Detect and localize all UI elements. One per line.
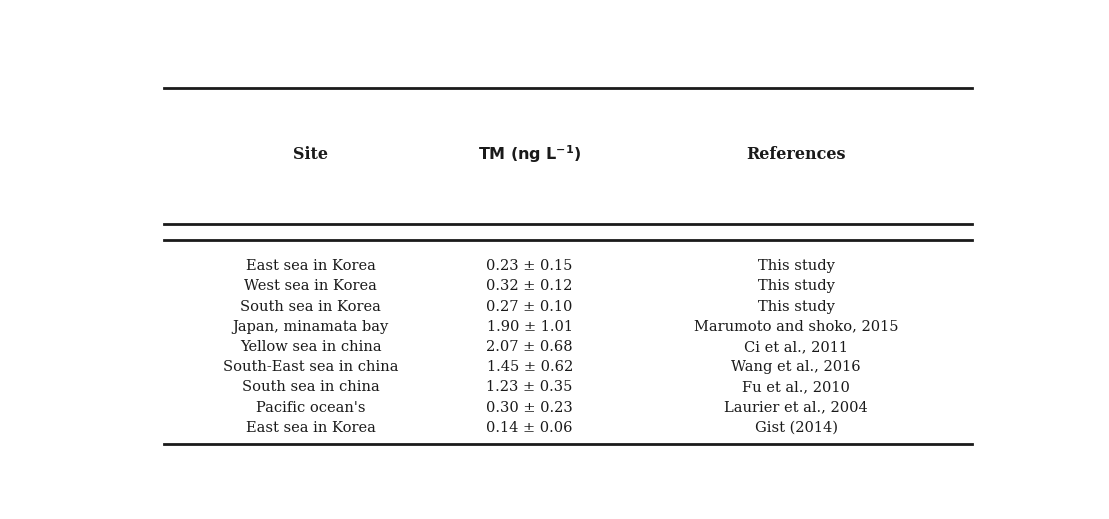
Text: This study: This study (757, 259, 835, 273)
Text: 1.90 ± 1.01: 1.90 ± 1.01 (487, 320, 572, 334)
Text: West sea in Korea: West sea in Korea (244, 279, 377, 293)
Text: South-East sea in china: South-East sea in china (223, 360, 398, 374)
Text: East sea in Korea: East sea in Korea (245, 421, 376, 435)
Text: This study: This study (757, 279, 835, 293)
Text: This study: This study (757, 299, 835, 313)
Text: 0.27 ± 0.10: 0.27 ± 0.10 (487, 299, 573, 313)
Text: East sea in Korea: East sea in Korea (245, 259, 376, 273)
Text: 0.23 ± 0.15: 0.23 ± 0.15 (487, 259, 573, 273)
Text: Pacific ocean's: Pacific ocean's (256, 401, 365, 415)
Text: Japan, minamata bay: Japan, minamata bay (233, 320, 388, 334)
Text: Ci et al., 2011: Ci et al., 2011 (744, 340, 848, 354)
Text: Site: Site (293, 146, 328, 162)
Text: Gist (2014): Gist (2014) (754, 421, 837, 435)
Text: South sea in Korea: South sea in Korea (240, 299, 381, 313)
Text: References: References (746, 146, 846, 162)
Text: Yellow sea in china: Yellow sea in china (240, 340, 381, 354)
Text: South sea in china: South sea in china (242, 380, 379, 394)
Text: $\mathbf{TM\ (ng\ L^{-1})}$: $\mathbf{TM\ (ng\ L^{-1})}$ (478, 143, 581, 165)
Text: 1.23 ± 0.35: 1.23 ± 0.35 (487, 380, 573, 394)
Text: Fu et al., 2010: Fu et al., 2010 (742, 380, 851, 394)
Text: 1.45 ± 0.62: 1.45 ± 0.62 (487, 360, 573, 374)
Text: Wang et al., 2016: Wang et al., 2016 (731, 360, 861, 374)
Text: Marumoto and shoko, 2015: Marumoto and shoko, 2015 (694, 320, 898, 334)
Text: 0.30 ± 0.23: 0.30 ± 0.23 (487, 401, 573, 415)
Text: 2.07 ± 0.68: 2.07 ± 0.68 (487, 340, 573, 354)
Text: 0.32 ± 0.12: 0.32 ± 0.12 (487, 279, 573, 293)
Text: 0.14 ± 0.06: 0.14 ± 0.06 (487, 421, 573, 435)
Text: Laurier et al., 2004: Laurier et al., 2004 (724, 401, 868, 415)
